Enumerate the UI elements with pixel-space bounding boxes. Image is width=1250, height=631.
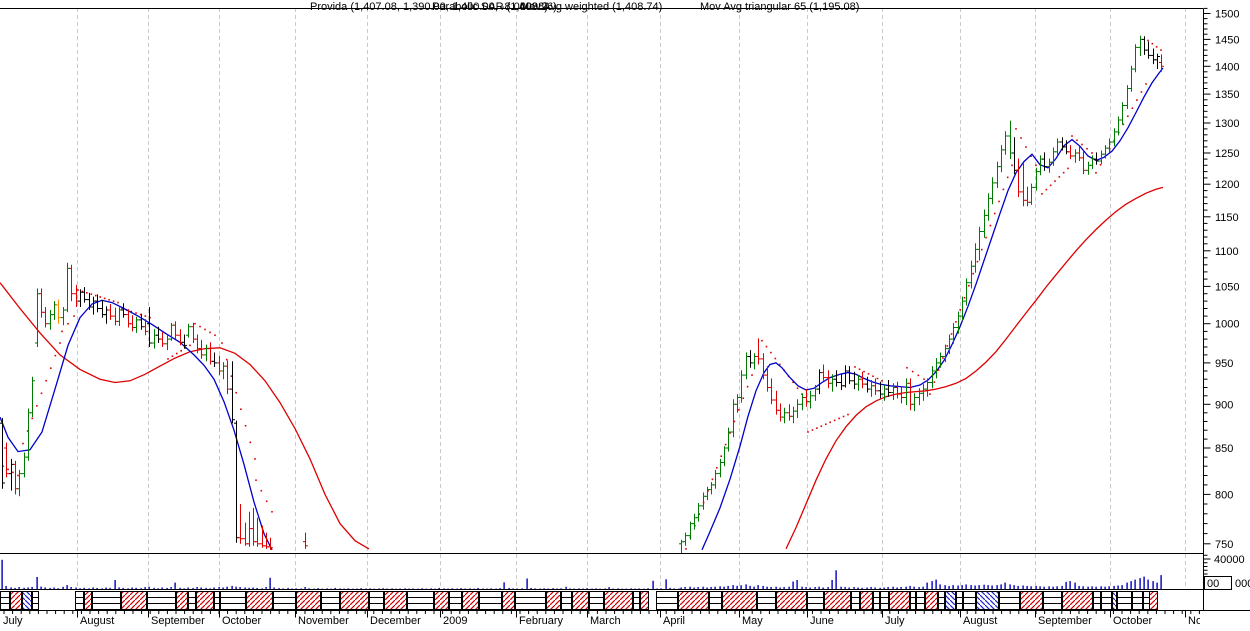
svg-text:1050: 1050 <box>1215 281 1239 293</box>
y-axis-price: 1500 1450 1400 1350 1300 1250 1200 1150 1100 1050… <box>1203 7 1239 611</box>
svg-text:September: September <box>151 615 205 627</box>
svg-text:1100: 1100 <box>1215 246 1239 258</box>
ma-fast-line <box>0 67 1164 551</box>
svg-text:March: March <box>590 615 621 627</box>
pane-borders <box>0 8 1250 611</box>
svg-text:1400: 1400 <box>1215 61 1239 73</box>
svg-text:July: July <box>885 615 905 627</box>
weekly-candle-strip <box>0 591 1158 610</box>
svg-text:1250: 1250 <box>1215 148 1239 160</box>
price-pane[interactable] <box>0 35 1164 554</box>
svg-text:900: 900 <box>1215 399 1233 411</box>
svg-text:October: October <box>1113 615 1152 627</box>
svg-text:August: August <box>963 615 997 627</box>
month-labels: July August September October November Decemb… <box>3 615 1239 627</box>
svg-text:1450: 1450 <box>1215 34 1239 46</box>
price-bars <box>0 35 1164 554</box>
sar-dots <box>2 39 1162 550</box>
svg-text:1300: 1300 <box>1215 118 1239 130</box>
month-gridlines <box>77 8 1186 589</box>
svg-text:February: February <box>519 615 564 627</box>
svg-text:May: May <box>742 615 763 627</box>
svg-text:November: November <box>298 615 349 627</box>
svg-text:2009: 2009 <box>443 615 467 627</box>
svg-text:December: December <box>370 615 421 627</box>
svg-text:October: October <box>222 615 261 627</box>
svg-text:950: 950 <box>1215 358 1233 370</box>
svg-text:July: July <box>3 615 23 627</box>
ma-slow-line <box>0 186 1164 550</box>
volume-bars <box>1 559 1162 590</box>
svg-text:June: June <box>810 615 834 627</box>
svg-text:800: 800 <box>1215 489 1233 501</box>
svg-text:000: 000 <box>1235 578 1250 590</box>
svg-text:40000: 40000 <box>1214 554 1245 566</box>
svg-text:00: 00 <box>1207 578 1219 590</box>
x-axis: July August September October November Decemb… <box>3 610 1239 627</box>
svg-text:1350: 1350 <box>1215 89 1239 101</box>
svg-text:April: April <box>663 615 685 627</box>
svg-text:September: September <box>1038 615 1092 627</box>
svg-text:750: 750 <box>1215 539 1233 551</box>
svg-text:1200: 1200 <box>1215 179 1239 191</box>
svg-text:1000: 1000 <box>1215 319 1239 331</box>
svg-text:1150: 1150 <box>1215 212 1239 224</box>
svg-text:1500: 1500 <box>1215 9 1239 21</box>
svg-text:August: August <box>80 615 114 627</box>
svg-text:November: November <box>1188 615 1239 627</box>
svg-text:850: 850 <box>1215 443 1233 455</box>
